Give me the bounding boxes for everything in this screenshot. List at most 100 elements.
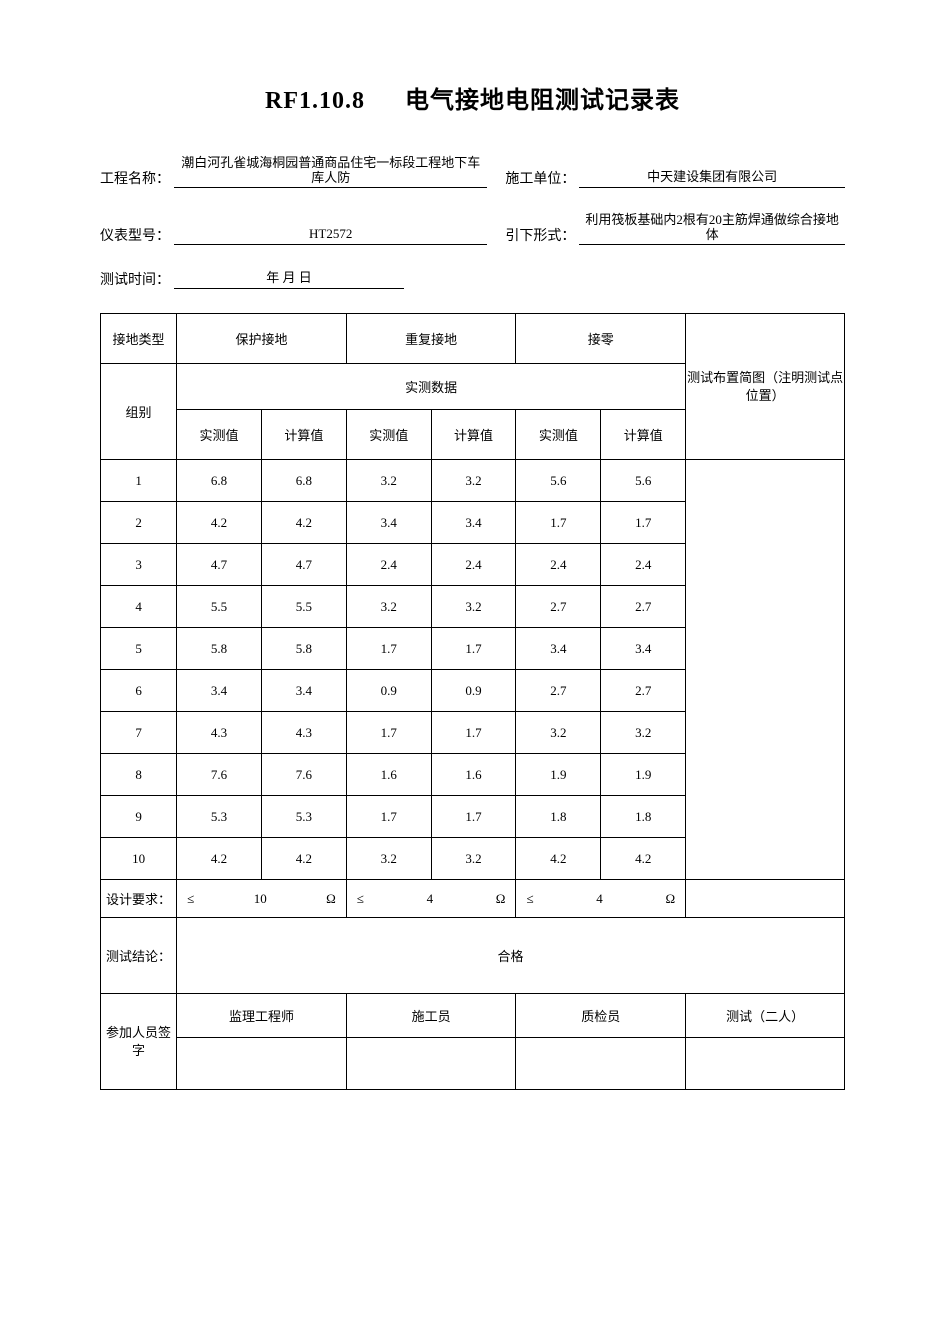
cell-pc: 4.2	[261, 838, 346, 880]
meta-row-2: 仪表型号： HT2572 引下形式： 利用筏板基础内2根有20主筋焊通做综合接地…	[100, 212, 845, 245]
cell-rm: 3.4	[346, 502, 431, 544]
supervisor-sign	[177, 1038, 347, 1090]
req-sym: ≤	[526, 891, 533, 907]
lead-value: 利用筏板基础内2根有20主筋焊通做综合接地体	[579, 212, 845, 245]
meta-row-3: 测试时间： 年 月 日	[100, 269, 845, 289]
cell-n: 2	[101, 502, 177, 544]
table-row: 1 6.8 6.8 3.2 3.2 5.6 5.6	[101, 460, 845, 502]
th-protective: 保护接地	[177, 314, 347, 364]
req-unit: Ω	[496, 891, 506, 907]
th-r-calculated: 计算值	[431, 410, 516, 460]
cell-pc: 3.4	[261, 670, 346, 712]
diagram-cell	[686, 460, 845, 880]
th-ground-type: 接地类型	[101, 314, 177, 364]
conclusion-row: 测试结论： 合格	[101, 918, 845, 994]
cell-zc: 4.2	[601, 838, 686, 880]
cell-n: 5	[101, 628, 177, 670]
req-unit: Ω	[665, 891, 675, 907]
document-page: RF1.10.8 电气接地电阻测试记录表 工程名称： 潮白河孔雀城海桐园普通商品住…	[0, 0, 945, 1337]
design-req-label: 设计要求：	[101, 880, 177, 918]
cell-zm: 3.4	[516, 628, 601, 670]
cell-pm: 5.3	[177, 796, 262, 838]
req-val: 4	[596, 891, 603, 907]
contractor-label: 施工单位：	[487, 168, 579, 188]
cell-n: 4	[101, 586, 177, 628]
req-neutral: ≤ 4 Ω	[516, 880, 686, 918]
cell-zm: 2.7	[516, 586, 601, 628]
meta-contractor: 施工单位： 中天建设集团有限公司	[487, 168, 845, 188]
conclusion-label: 测试结论：	[101, 918, 177, 994]
th-measured-data: 实测数据	[177, 364, 686, 410]
cell-pm: 4.7	[177, 544, 262, 586]
supervisor-label: 监理工程师	[177, 994, 347, 1038]
cell-zm: 4.2	[516, 838, 601, 880]
cell-zm: 2.7	[516, 670, 601, 712]
th-repeated: 重复接地	[346, 314, 516, 364]
meta-lead: 引下形式： 利用筏板基础内2根有20主筋焊通做综合接地体	[487, 212, 845, 245]
cell-pc: 5.3	[261, 796, 346, 838]
cell-n: 6	[101, 670, 177, 712]
cell-pm: 5.5	[177, 586, 262, 628]
cell-zm: 1.9	[516, 754, 601, 796]
signers-label: 参加人员签字	[101, 994, 177, 1090]
cell-zc: 5.6	[601, 460, 686, 502]
cell-zm: 5.6	[516, 460, 601, 502]
th-r-measured: 实测值	[346, 410, 431, 460]
inspector-sign	[516, 1038, 686, 1090]
cell-zc: 2.7	[601, 586, 686, 628]
cell-zm: 1.7	[516, 502, 601, 544]
cell-zc: 1.9	[601, 754, 686, 796]
cell-rc: 2.4	[431, 544, 516, 586]
req-val: 10	[254, 891, 267, 907]
lead-label: 引下形式：	[487, 225, 579, 245]
th-p-measured: 实测值	[177, 410, 262, 460]
cell-rc: 1.7	[431, 712, 516, 754]
cell-n: 8	[101, 754, 177, 796]
cell-rc: 1.7	[431, 628, 516, 670]
cell-rc: 3.2	[431, 586, 516, 628]
project-value: 潮白河孔雀城海桐园普通商品住宅一标段工程地下车库人防	[174, 155, 487, 188]
req-sym: ≤	[187, 891, 194, 907]
cell-rm: 3.2	[346, 586, 431, 628]
req-sym: ≤	[357, 891, 364, 907]
title-code: RF1.10.8	[265, 88, 365, 114]
cell-n: 9	[101, 796, 177, 838]
cell-n: 10	[101, 838, 177, 880]
cell-zc: 1.7	[601, 502, 686, 544]
cell-pm: 3.4	[177, 670, 262, 712]
conclusion-value: 合格	[177, 918, 845, 994]
cell-zc: 2.7	[601, 670, 686, 712]
test-time-value: 年 月 日	[174, 270, 404, 289]
cell-n: 1	[101, 460, 177, 502]
signers-value-row	[101, 1038, 845, 1090]
project-label: 工程名称：	[100, 168, 174, 188]
constructor-label: 施工员	[346, 994, 516, 1038]
page-title: RF1.10.8 电气接地电阻测试记录表	[100, 80, 845, 115]
contractor-value: 中天建设集团有限公司	[579, 169, 845, 188]
instrument-label: 仪表型号：	[100, 225, 174, 245]
th-neutral: 接零	[516, 314, 686, 364]
cell-pc: 5.8	[261, 628, 346, 670]
meta-section: 工程名称： 潮白河孔雀城海桐园普通商品住宅一标段工程地下车库人防 施工单位： 中…	[100, 155, 845, 289]
cell-pc: 4.7	[261, 544, 346, 586]
title-name: 电气接地电阻测试记录表	[405, 88, 680, 114]
cell-rc: 3.4	[431, 502, 516, 544]
cell-n: 7	[101, 712, 177, 754]
cell-zc: 3.4	[601, 628, 686, 670]
cell-zc: 2.4	[601, 544, 686, 586]
cell-pm: 4.2	[177, 502, 262, 544]
th-p-calculated: 计算值	[261, 410, 346, 460]
th-diagram: 测试布置简图（注明测试点位置）	[686, 314, 845, 460]
th-diagram-text: 测试布置简图（注明测试点位置）	[686, 369, 844, 405]
cell-pm: 4.2	[177, 838, 262, 880]
cell-zm: 1.8	[516, 796, 601, 838]
cell-pm: 4.3	[177, 712, 262, 754]
design-req-row: 设计要求： ≤ 10 Ω ≤ 4 Ω	[101, 880, 845, 918]
cell-rm: 3.2	[346, 460, 431, 502]
cell-rc: 1.6	[431, 754, 516, 796]
instrument-value: HT2572	[174, 226, 487, 245]
cell-n: 3	[101, 544, 177, 586]
tester-label: 测试（二人）	[686, 994, 845, 1038]
meta-instrument: 仪表型号： HT2572	[100, 225, 487, 245]
inspector-label: 质检员	[516, 994, 686, 1038]
